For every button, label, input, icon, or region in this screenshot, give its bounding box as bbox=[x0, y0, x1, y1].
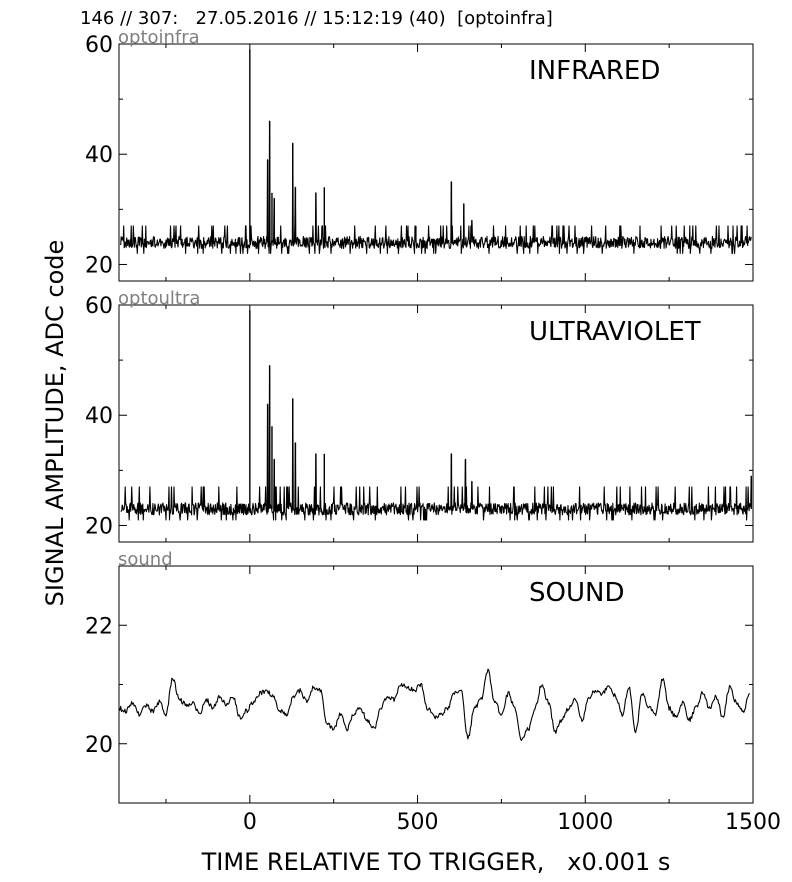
x-axis-label: TIME RELATIVE TO TRIGGER, x0.001 s bbox=[201, 848, 671, 876]
panel-frame bbox=[118, 43, 754, 282]
channel-label: optoinfra bbox=[118, 27, 200, 48]
y-tick-label: 20 bbox=[85, 253, 113, 278]
panel-frame bbox=[118, 565, 754, 804]
y-tick-label: 60 bbox=[85, 294, 113, 319]
channel-label: sound bbox=[118, 549, 173, 570]
y-tick-label: 22 bbox=[85, 614, 113, 639]
x-tick-label: 0 bbox=[243, 810, 257, 835]
panel-title: INFRARED bbox=[529, 56, 660, 86]
y-tick-label: 40 bbox=[85, 143, 113, 168]
trace-line-ultraviolet bbox=[120, 365, 752, 521]
trace-line-infrared bbox=[120, 120, 752, 254]
y-tick-label: 20 bbox=[85, 514, 113, 539]
x-tick-label: 1000 bbox=[557, 810, 613, 835]
y-tick-label: 20 bbox=[85, 733, 113, 758]
panel-sound: 20 22 0 500 1000 1500 sound SOUND bbox=[85, 549, 781, 835]
panel-title: SOUND bbox=[529, 578, 624, 608]
y-tick-label: 40 bbox=[85, 404, 113, 429]
trace-line-sound bbox=[119, 668, 751, 741]
panel-infrared: 20 40 60 optoinfra INFRARED bbox=[85, 27, 754, 282]
channel-label: optoultra bbox=[118, 288, 200, 309]
panel-title: ULTRAVIOLET bbox=[529, 317, 701, 347]
panel-ultraviolet: 20 40 60 optoultra ULTRAVIOLET bbox=[85, 288, 754, 543]
header-text: 146 // 307: 27.05.2016 // 15:12:19 (40) … bbox=[80, 8, 553, 29]
panel-frame bbox=[118, 304, 754, 543]
x-tick-label: 1500 bbox=[725, 810, 781, 835]
y-tick-label: 60 bbox=[85, 33, 113, 58]
x-tick-label: 500 bbox=[397, 810, 439, 835]
